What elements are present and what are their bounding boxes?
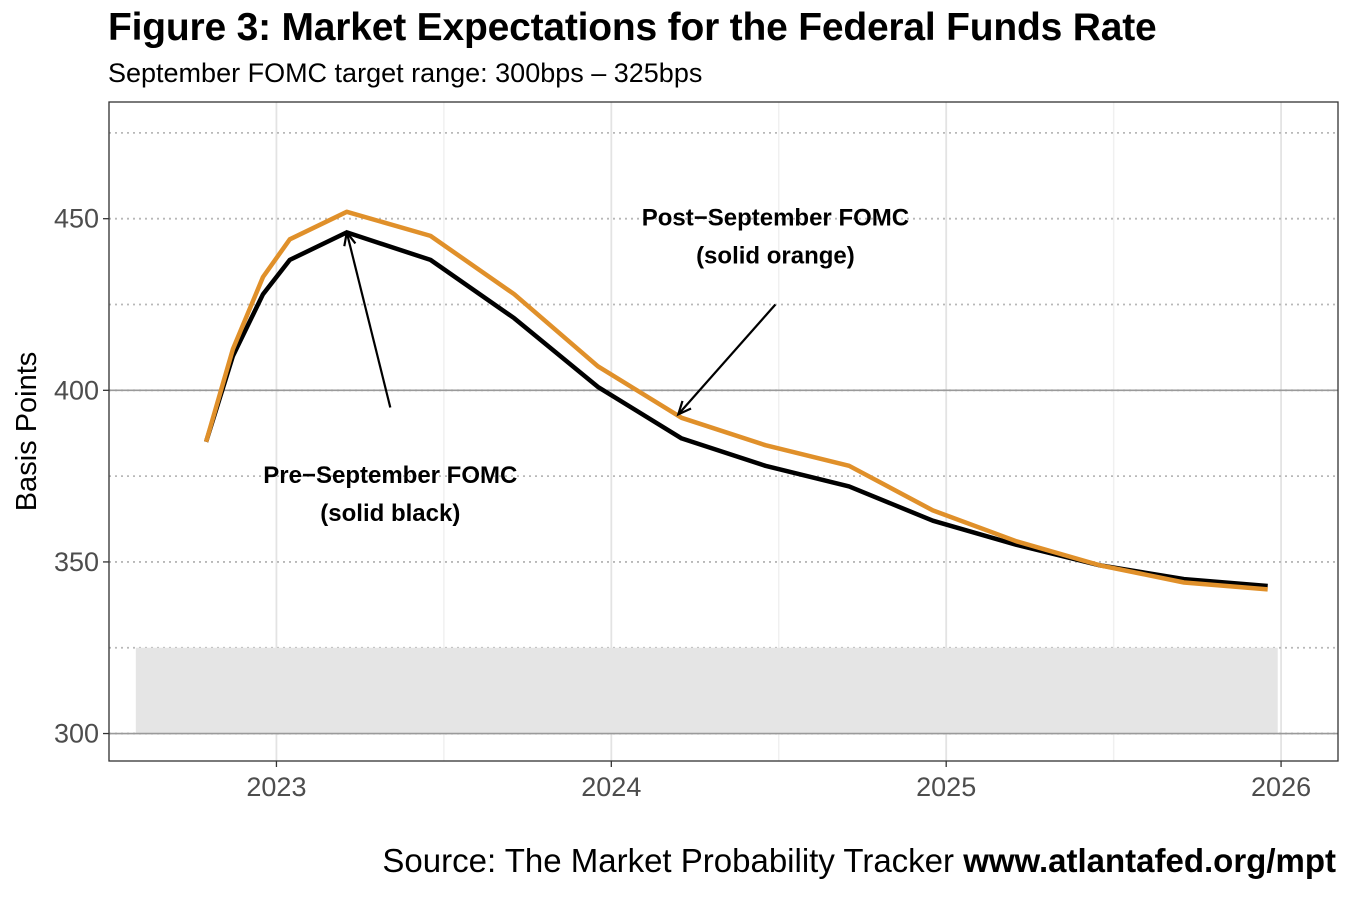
y-tick-label: 450 xyxy=(54,204,99,234)
annotation-arrow-post-head xyxy=(676,400,692,417)
annotation-arrow-post xyxy=(677,303,777,416)
target-range-band xyxy=(109,389,1338,735)
source-link[interactable]: www.atlantafed.org/mpt xyxy=(963,842,1336,879)
x-tick-label: 2023 xyxy=(246,772,306,802)
target-range-rect xyxy=(135,647,1278,734)
annotation-arrow-pre-head xyxy=(343,229,357,247)
x-tick-label: 2024 xyxy=(581,772,641,802)
annotation-label-pre-1: (solid black) xyxy=(320,500,460,527)
chart-title: Figure 3: Market Expectations for the Fe… xyxy=(108,6,1157,49)
annotation-arrow-pre xyxy=(345,232,392,408)
axes: 300 350 400 450 2023 2024 2025 2026 Basis Points xyxy=(11,101,1339,802)
x-tick-label: 2026 xyxy=(1251,772,1311,802)
annotation-label-pre-0: Pre−September FOMC xyxy=(263,462,517,489)
source-caption: Source: The Market Probability Tracker w… xyxy=(382,842,1336,880)
y-tick-label: 350 xyxy=(54,547,99,577)
series-line-post-fomc xyxy=(203,209,1268,592)
x-tick-label: 2025 xyxy=(916,772,976,802)
plot-border xyxy=(108,101,1339,762)
annotation-label-post-0: Post−September FOMC xyxy=(642,205,909,232)
annotations: Post−September FOMC (solid orange) Pre−Sep… xyxy=(263,205,909,527)
series-lines xyxy=(203,209,1268,592)
y-axis-title: Basis Points xyxy=(11,352,43,512)
source-text: Source: The Market Probability Tracker xyxy=(382,842,964,879)
y-tick-label: 300 xyxy=(54,719,99,749)
annotation-label-post-1: (solid orange) xyxy=(696,243,855,270)
chart-subtitle: September FOMC target range: 300bps – 32… xyxy=(108,58,703,88)
y-tick-label: 400 xyxy=(54,375,99,405)
